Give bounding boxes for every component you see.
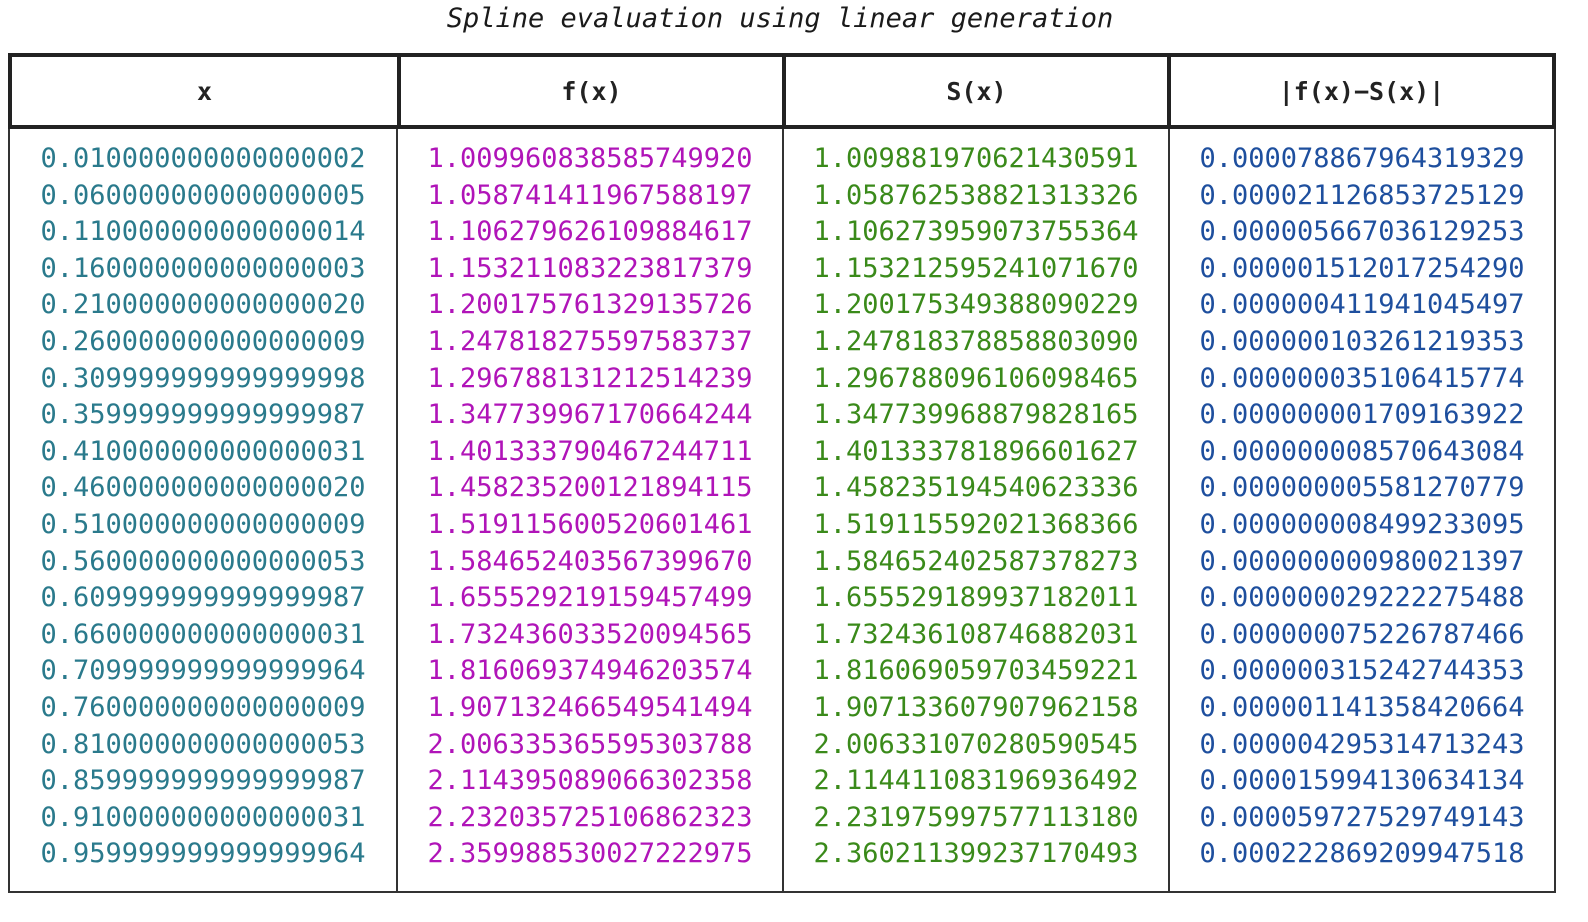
error-value-cell: 0.000005667036129253 [1199, 216, 1525, 248]
header-fx: f(x) [396, 57, 782, 125]
fx-value-cell: 2.114395089066302358 [427, 765, 753, 797]
error-value-cell: 0.000000411941045497 [1199, 289, 1525, 321]
column-fx: 1.009960838585749920 1.058741411967588197… [396, 129, 782, 891]
fx-value-cell: 1.907132466549541494 [427, 691, 753, 723]
x-value-cell: 0.560000000000000053 [40, 545, 366, 577]
column-x: 0.010000000000000002 0.060000000000000005… [10, 129, 396, 891]
x-value-cell: 0.309999999999999998 [40, 362, 366, 394]
error-value-cell: 0.000001141358420664 [1199, 691, 1525, 723]
x-value-cell: 0.859999999999999987 [40, 765, 366, 797]
x-value-cell: 0.110000000000000014 [40, 216, 366, 248]
fx-value-cell: 1.401333790467244711 [427, 435, 753, 467]
fx-value-cell: 1.732436033520094565 [427, 618, 753, 650]
results-table: x f(x) S(x) |f(x)−S(x)| 0.01000000000000… [8, 53, 1556, 893]
sx-value-cell: 1.519115592021368366 [813, 508, 1139, 540]
sx-value-cell: 1.153212595241071670 [813, 252, 1139, 284]
error-value-cell: 0.000059727529749143 [1199, 801, 1525, 833]
fx-value-cell: 1.106279626109884617 [427, 216, 753, 248]
error-value-cell: 0.000000035106415774 [1199, 362, 1525, 394]
x-value-cell: 0.910000000000000031 [40, 801, 366, 833]
x-value-cell: 0.660000000000000031 [40, 618, 366, 650]
sx-value-cell: 2.360211399237170493 [813, 838, 1139, 870]
column-error: 0.000078867964319329 0.000021126853725129… [1168, 129, 1554, 891]
x-value-cell: 0.010000000000000002 [40, 143, 366, 174]
sx-value-cell: 1.200175349388090229 [813, 289, 1139, 321]
error-value-cell: 0.000004295314713243 [1199, 728, 1525, 760]
sx-value-cell: 1.106273959073755364 [813, 216, 1139, 248]
fx-value-cell: 1.816069374946203574 [427, 655, 753, 687]
sx-value-cell: 1.907133607907962158 [813, 691, 1139, 723]
sx-value-cell: 1.058762538821313326 [813, 179, 1139, 211]
fx-value-cell: 2.006335365595303788 [427, 728, 753, 760]
fx-value-cell: 1.153211083223817379 [427, 252, 753, 284]
error-value-cell: 0.000000005581270779 [1199, 472, 1525, 504]
error-value-cell: 0.000000075226787466 [1199, 618, 1525, 650]
fx-value-cell: 1.347739967170664244 [427, 399, 753, 431]
fx-value-cell: 1.058741411967588197 [427, 179, 753, 211]
sx-value-cell: 1.401333781896601627 [813, 435, 1139, 467]
x-value-cell: 0.709999999999999964 [40, 655, 366, 687]
table-body: 0.010000000000000002 0.060000000000000005… [8, 129, 1556, 893]
chart-title: Spline evaluation using linear generatio… [446, 3, 1114, 34]
x-value-cell: 0.760000000000000009 [40, 691, 366, 723]
sx-value-cell: 1.009881970621430591 [813, 143, 1139, 174]
fx-value-cell: 1.519115600520601461 [427, 508, 753, 540]
x-value-cell: 0.210000000000000020 [40, 289, 366, 321]
sx-value-cell: 1.655529189937182011 [813, 582, 1139, 614]
fx-value-cell: 1.200175761329135726 [427, 289, 753, 321]
x-value-cell: 0.460000000000000020 [40, 472, 366, 504]
header-sx: S(x) [781, 57, 1167, 125]
error-value-cell: 0.000021126853725129 [1199, 179, 1525, 211]
column-sx: 1.009881970621430591 1.058762538821313326… [782, 129, 1168, 891]
error-value-cell: 0.000000008570643084 [1199, 435, 1525, 467]
error-value-cell: 0.000001512017254290 [1199, 252, 1525, 284]
sx-value-cell: 1.584652402587378273 [813, 545, 1139, 577]
x-value-cell: 0.810000000000000053 [40, 728, 366, 760]
x-value-cell: 0.510000000000000009 [40, 508, 366, 540]
fx-value-cell: 1.296788131212514239 [427, 362, 753, 394]
error-value-cell: 0.000000103261219353 [1199, 325, 1525, 357]
x-value-cell: 0.260000000000000009 [40, 325, 366, 357]
fx-value-cell: 1.584652403567399670 [427, 545, 753, 577]
fx-value-cell: 1.458235200121894115 [427, 472, 753, 504]
fx-value-cell: 1.247818275597583737 [427, 325, 753, 357]
sx-value-cell: 2.006331070280590545 [813, 728, 1139, 760]
error-value-cell: 0.000015994130634134 [1199, 765, 1525, 797]
x-value-cell: 0.609999999999999987 [40, 582, 366, 614]
header-error: |f(x)−S(x)| [1166, 57, 1552, 125]
error-value-cell: 0.000000001709163922 [1199, 399, 1525, 431]
sx-value-cell: 1.816069059703459221 [813, 655, 1139, 687]
fx-value-cell: 2.232035725106862323 [427, 801, 753, 833]
sx-value-cell: 1.296788096106098465 [813, 362, 1139, 394]
sx-value-cell: 2.231975997577113180 [813, 801, 1139, 833]
sx-value-cell: 2.114411083196936492 [813, 765, 1139, 797]
fx-value-cell: 2.359988530027222975 [427, 838, 753, 870]
sx-value-cell: 1.247818378858803090 [813, 325, 1139, 357]
error-value-cell: 0.000000315242744353 [1199, 655, 1525, 687]
x-value-cell: 0.410000000000000031 [40, 435, 366, 467]
x-value-cell: 0.160000000000000003 [40, 252, 366, 284]
fx-value-cell: 1.009960838585749920 [427, 143, 753, 174]
error-value-cell: 0.000000000980021397 [1199, 545, 1525, 577]
error-value-cell: 0.000000029222275488 [1199, 582, 1525, 614]
error-value-cell: 0.000078867964319329 [1199, 143, 1525, 174]
fx-value-cell: 1.655529219159457499 [427, 582, 753, 614]
x-value-cell: 0.359999999999999987 [40, 399, 366, 431]
header-x: x [196, 76, 213, 106]
x-value-cell: 0.959999999999999964 [40, 838, 366, 870]
error-value-cell: 0.000000008499233095 [1199, 508, 1525, 540]
sx-value-cell: 1.458235194540623336 [813, 472, 1139, 504]
table-header: x f(x) S(x) |f(x)−S(x)| [8, 53, 1556, 129]
sx-value-cell: 1.732436108746882031 [813, 618, 1139, 650]
x-value-cell: 0.060000000000000005 [40, 179, 366, 211]
error-value-cell: 0.000222869209947518 [1199, 838, 1525, 870]
sx-value-cell: 1.347739968879828165 [813, 399, 1139, 431]
